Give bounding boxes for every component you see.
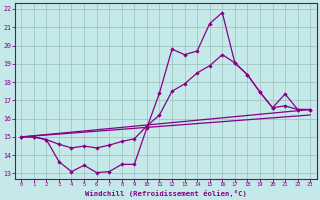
X-axis label: Windchill (Refroidissement éolien,°C): Windchill (Refroidissement éolien,°C)	[85, 190, 247, 197]
